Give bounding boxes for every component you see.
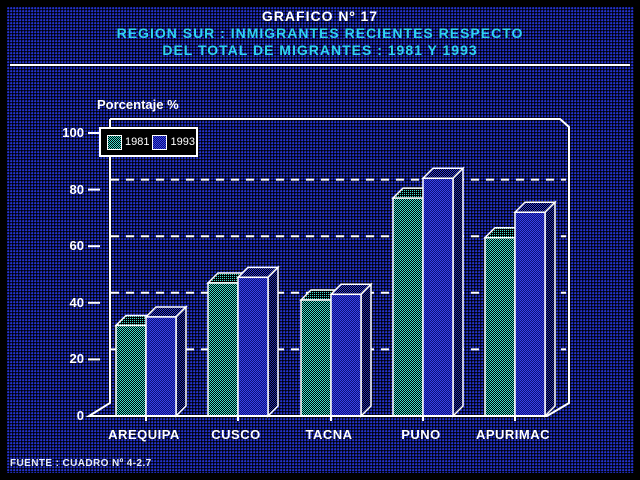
- plot-frame: [85, 118, 570, 417]
- bar-AREQUIPA-1981: [115, 324, 147, 417]
- category-label-apurimac: APURIMAC: [475, 427, 551, 442]
- bar-side-APURIMAC-1993: [544, 200, 556, 418]
- bar-side-CUSCO-1993: [267, 265, 279, 418]
- bar-PUNO-1981: [392, 197, 424, 417]
- category-label-cusco: CUSCO: [211, 427, 261, 442]
- legend-swatch-1981: [107, 134, 122, 150]
- bar-side-AREQUIPA-1993: [175, 305, 187, 418]
- category-label-puno: PUNO: [401, 427, 441, 442]
- y-tick-label-60: 60: [69, 238, 84, 254]
- source-note: FUENTE : CUADRO Nº 4-2.7: [10, 458, 152, 469]
- bar-APURIMAC-1993: [514, 211, 546, 417]
- bar-APURIMAC-1981: [484, 236, 516, 417]
- y-tick-label-100: 100: [62, 125, 84, 140]
- chart-title-line2: DEL TOTAL DE MIGRANTES : 1981 Y 1993: [162, 42, 478, 58]
- bar-CUSCO-1993: [237, 276, 269, 417]
- legend-label-1981: 1981: [125, 136, 150, 148]
- legend-swatch-1993: [152, 134, 168, 150]
- legend-label-1993: 1993: [170, 136, 195, 148]
- bar-side-TACNA-1993: [360, 282, 372, 418]
- y-tick-label-40: 40: [69, 294, 84, 310]
- y-axis-title: Porcentaje %: [97, 97, 179, 112]
- bar-TACNA-1981: [300, 299, 332, 417]
- y-tick-label-80: 80: [69, 181, 84, 197]
- legend: 1981 1993: [99, 127, 198, 157]
- chart-number-title: GRAFICO Nº 17: [261, 8, 379, 24]
- header-separator-line: [10, 64, 630, 66]
- y-tick-label-0: 0: [76, 408, 84, 423]
- bar-CUSCO-1981: [207, 282, 239, 417]
- bar-AREQUIPA-1993: [145, 316, 177, 417]
- y-tick-label-20: 20: [69, 351, 84, 367]
- category-label-tacna: TACNA: [305, 427, 353, 442]
- bar-TACNA-1993: [330, 293, 362, 417]
- bar-side-PUNO-1993: [452, 166, 464, 418]
- bar-PUNO-1993: [422, 177, 454, 417]
- chart-title-line1: REGION SUR : INMIGRANTES RECIENTES RESPE…: [116, 25, 524, 41]
- category-label-arequipa: AREQUIPA: [108, 427, 180, 442]
